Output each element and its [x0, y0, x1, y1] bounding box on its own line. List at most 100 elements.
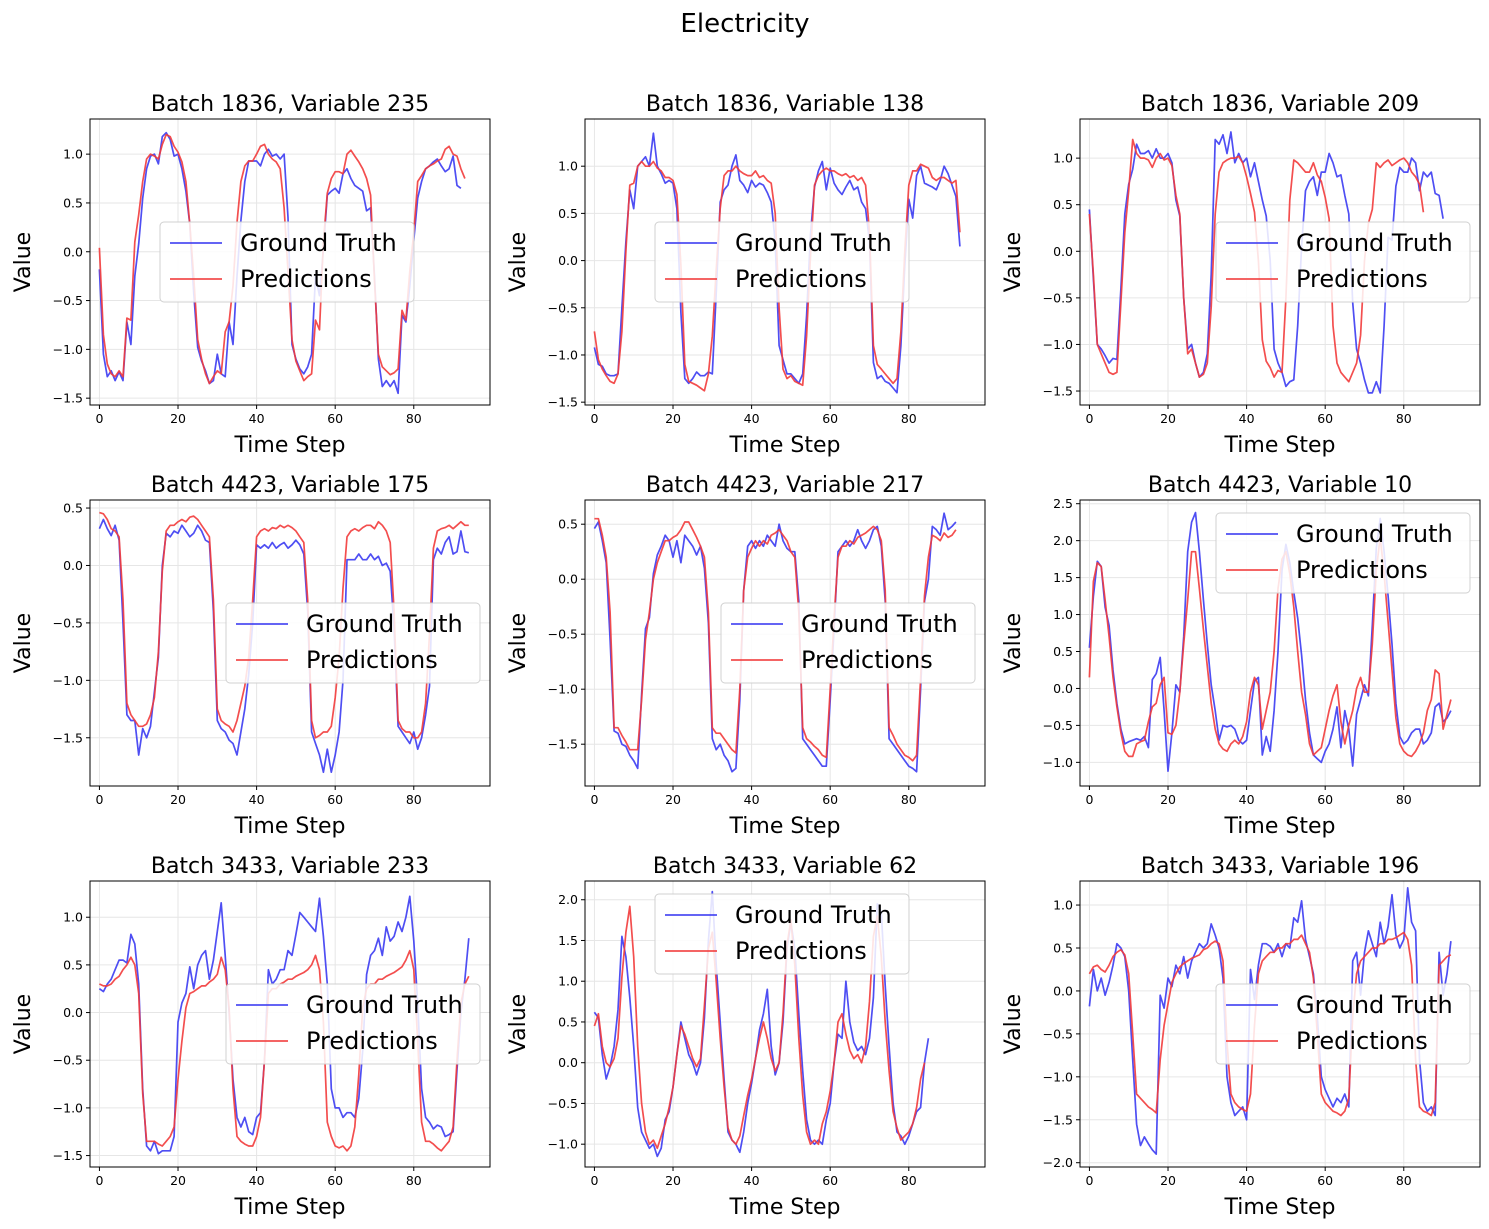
subplot-title: Batch 3433, Variable 233: [151, 854, 429, 879]
predictions-line: [99, 511, 469, 739]
y-tick-label: 0.0: [558, 1055, 578, 1070]
x-tick-label: 80: [901, 411, 917, 426]
predictions-line: [99, 949, 470, 1152]
y-tick-label: −0.5: [548, 1096, 578, 1111]
x-tick-label: 40: [249, 792, 265, 807]
x-axis-label: Time Step: [1224, 433, 1336, 458]
plot-frame: [1079, 118, 1481, 406]
subplot-title: Batch 1836, Variable 138: [646, 92, 924, 117]
subplot-1: Batch 1836, Variable 235 Time Step Value 0 2…: [11, 92, 491, 458]
subplot-9: Batch 3433, Variable 196 Time Step Value 0 2…: [1001, 854, 1481, 1220]
y-tick-label: −2.0: [1043, 1155, 1073, 1170]
x-tick-label: 20: [170, 1173, 186, 1188]
x-tick-label: 60: [822, 411, 838, 426]
y-tick-label: −1.0: [548, 682, 578, 697]
x-tick-label: 20: [170, 411, 186, 426]
legend-box: [654, 893, 910, 975]
x-tick-label: 60: [327, 1173, 343, 1188]
legend: Ground Truth Predictions: [1215, 512, 1471, 594]
x-tick-label: 20: [665, 1173, 681, 1188]
y-tick-label: 0.5: [558, 206, 578, 221]
x-axis-label: Time Step: [729, 433, 841, 458]
legend: Ground Truth Predictions: [654, 221, 910, 303]
x-tick-label: 60: [1317, 411, 1333, 426]
y-tick-label: 0.0: [1053, 983, 1073, 998]
ground-truth-line: [1088, 511, 1452, 773]
legend-ground-truth-label: Ground Truth: [801, 610, 958, 638]
legend-predictions-label: Predictions: [306, 1027, 438, 1055]
plot-frame: [89, 880, 491, 1168]
y-tick-label: 0.0: [1053, 244, 1073, 259]
y-axis-label: Value: [1001, 613, 1026, 673]
y-tick-label: 0.5: [1053, 940, 1073, 955]
ground-truth-line: [1088, 131, 1444, 394]
x-tick-label: 40: [1239, 792, 1255, 807]
x-tick-label: 0: [590, 1173, 598, 1188]
subplot-title: Batch 1836, Variable 209: [1141, 92, 1419, 117]
legend-predictions-label: Predictions: [1296, 265, 1428, 293]
x-tick-label: 20: [1160, 1173, 1176, 1188]
y-tick-label: −0.5: [53, 615, 83, 630]
subplot-title: Batch 1836, Variable 235: [151, 92, 429, 117]
subplot-8: Batch 3433, Variable 62 Time Step Value 0 20…: [506, 854, 986, 1220]
y-tick-label: −0.5: [548, 627, 578, 642]
x-tick-label: 40: [249, 1173, 265, 1188]
y-tick-label: −1.5: [548, 395, 578, 410]
x-tick-label: 80: [1396, 411, 1412, 426]
y-tick-label: −0.5: [53, 293, 83, 308]
x-tick-label: 0: [95, 1173, 103, 1188]
y-tick-label: 2.0: [1053, 533, 1073, 548]
y-tick-label: −1.0: [548, 1137, 578, 1152]
x-tick-label: 60: [1317, 792, 1333, 807]
x-tick-label: 0: [590, 411, 598, 426]
x-tick-label: 20: [1160, 792, 1176, 807]
y-tick-label: −0.5: [1043, 1026, 1073, 1041]
x-tick-label: 40: [1239, 411, 1255, 426]
x-tick-label: 0: [1085, 1173, 1093, 1188]
y-tick-label: −1.5: [548, 737, 578, 752]
y-axis-label: Value: [506, 994, 531, 1054]
predictions-line: [594, 517, 957, 762]
y-tick-label: 1.5: [1053, 570, 1073, 585]
x-tick-label: 80: [1396, 792, 1412, 807]
y-tick-label: 2.0: [558, 892, 578, 907]
x-axis-label: Time Step: [234, 814, 346, 839]
legend: Ground Truth Predictions: [654, 893, 910, 975]
y-tick-label: −1.0: [1043, 755, 1073, 770]
legend-predictions-label: Predictions: [240, 265, 372, 293]
predictions-line: [593, 905, 926, 1150]
legend-box: [1215, 983, 1471, 1065]
y-tick-label: 0.0: [1053, 681, 1073, 696]
legend-ground-truth-label: Ground Truth: [735, 901, 892, 929]
y-tick-label: 0.0: [63, 244, 83, 259]
legend: Ground Truth Predictions: [720, 602, 976, 684]
legend-box: [1215, 512, 1471, 594]
x-tick-label: 40: [744, 411, 760, 426]
x-tick-label: 60: [327, 792, 343, 807]
y-tick-label: 0.5: [1053, 644, 1073, 659]
legend-box: [720, 602, 976, 684]
y-tick-label: −1.5: [53, 391, 83, 406]
subplot-2: Batch 1836, Variable 138 Time Step Value 0 2…: [506, 92, 986, 458]
x-tick-label: 60: [822, 1173, 838, 1188]
ground-truth-line: [98, 895, 470, 1155]
y-tick-label: 2.5: [1053, 496, 1073, 511]
y-axis-label: Value: [1001, 994, 1026, 1054]
y-tick-label: −1.5: [1043, 1112, 1073, 1127]
x-tick-label: 20: [665, 792, 681, 807]
y-tick-label: 0.0: [63, 1005, 83, 1020]
subplot-grid: Batch 1836, Variable 235 Time Step Value 0 2…: [11, 92, 1481, 1220]
y-tick-label: 0.5: [63, 195, 83, 210]
x-axis-label: Time Step: [1224, 814, 1336, 839]
x-tick-label: 40: [744, 1173, 760, 1188]
legend-ground-truth-label: Ground Truth: [306, 991, 463, 1019]
y-tick-label: −1.5: [53, 730, 83, 745]
x-tick-label: 80: [901, 792, 917, 807]
x-tick-label: 20: [665, 411, 681, 426]
x-tick-label: 60: [1317, 1173, 1333, 1188]
y-tick-label: 0.0: [558, 253, 578, 268]
figure-title: Electricity: [680, 9, 809, 39]
y-tick-label: −1.0: [53, 1100, 83, 1115]
y-tick-label: −1.0: [548, 347, 578, 362]
